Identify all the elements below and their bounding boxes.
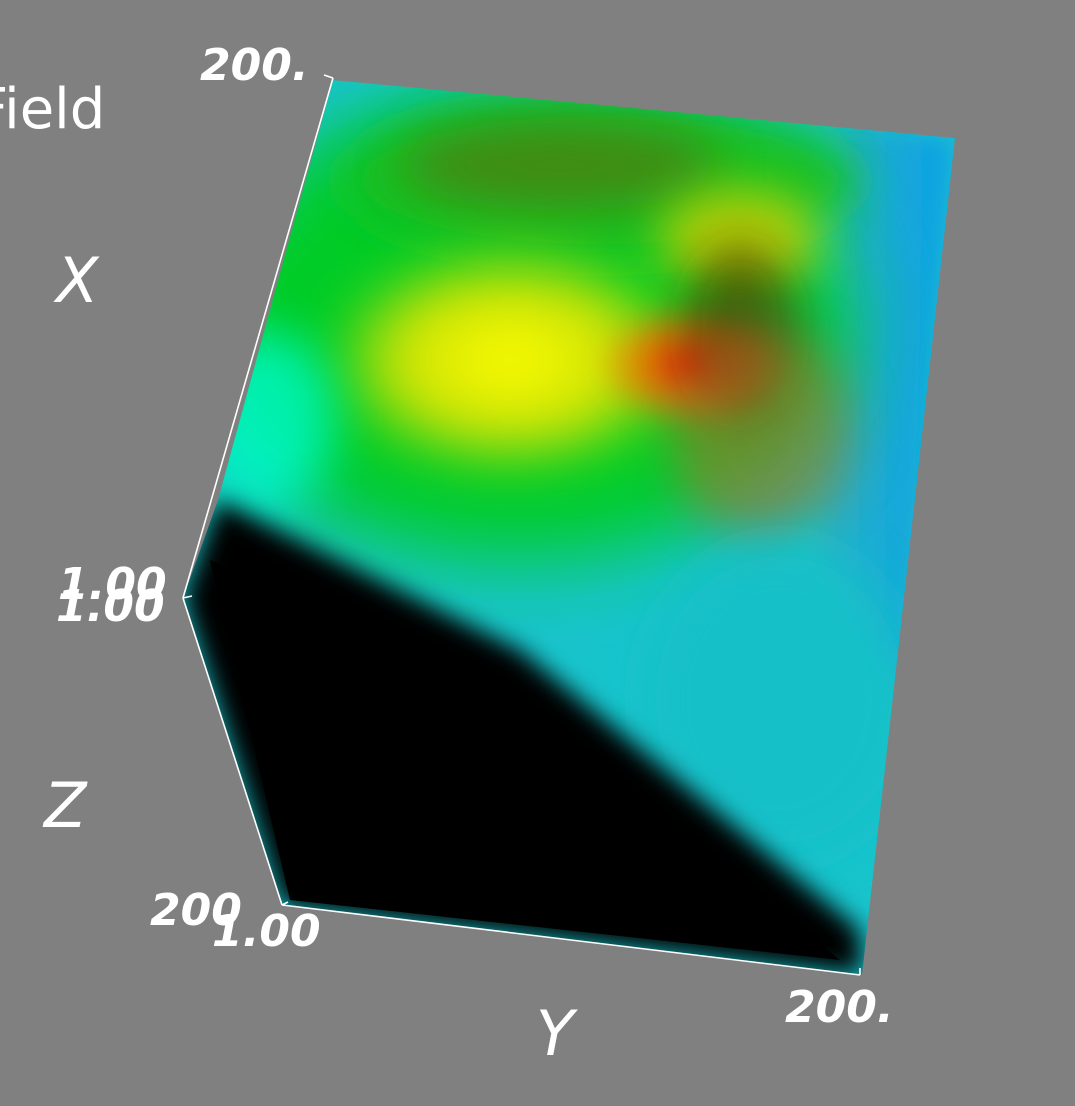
x-axis-min-tick: 1.00: [58, 559, 167, 610]
x-axis-line: [182, 77, 334, 599]
z-axis-label: Z: [44, 769, 87, 842]
x-axis-label: X: [56, 244, 99, 317]
y-axis-line: [281, 904, 861, 976]
z-axis-min-tick: 1.00: [56, 581, 165, 632]
axis-lines: [182, 74, 861, 976]
z-axis-line: [182, 597, 283, 906]
volume-cube: [183, 80, 955, 975]
x-axis-max-tick: 200.: [200, 40, 309, 91]
field-title: Field: [0, 77, 106, 142]
y-axis-max-tick: 200.: [785, 982, 894, 1033]
y-axis-label: Y: [536, 997, 574, 1070]
y-axis-min-tick: 1.00: [212, 906, 321, 957]
z-axis-max-tick: 200: [150, 885, 242, 936]
